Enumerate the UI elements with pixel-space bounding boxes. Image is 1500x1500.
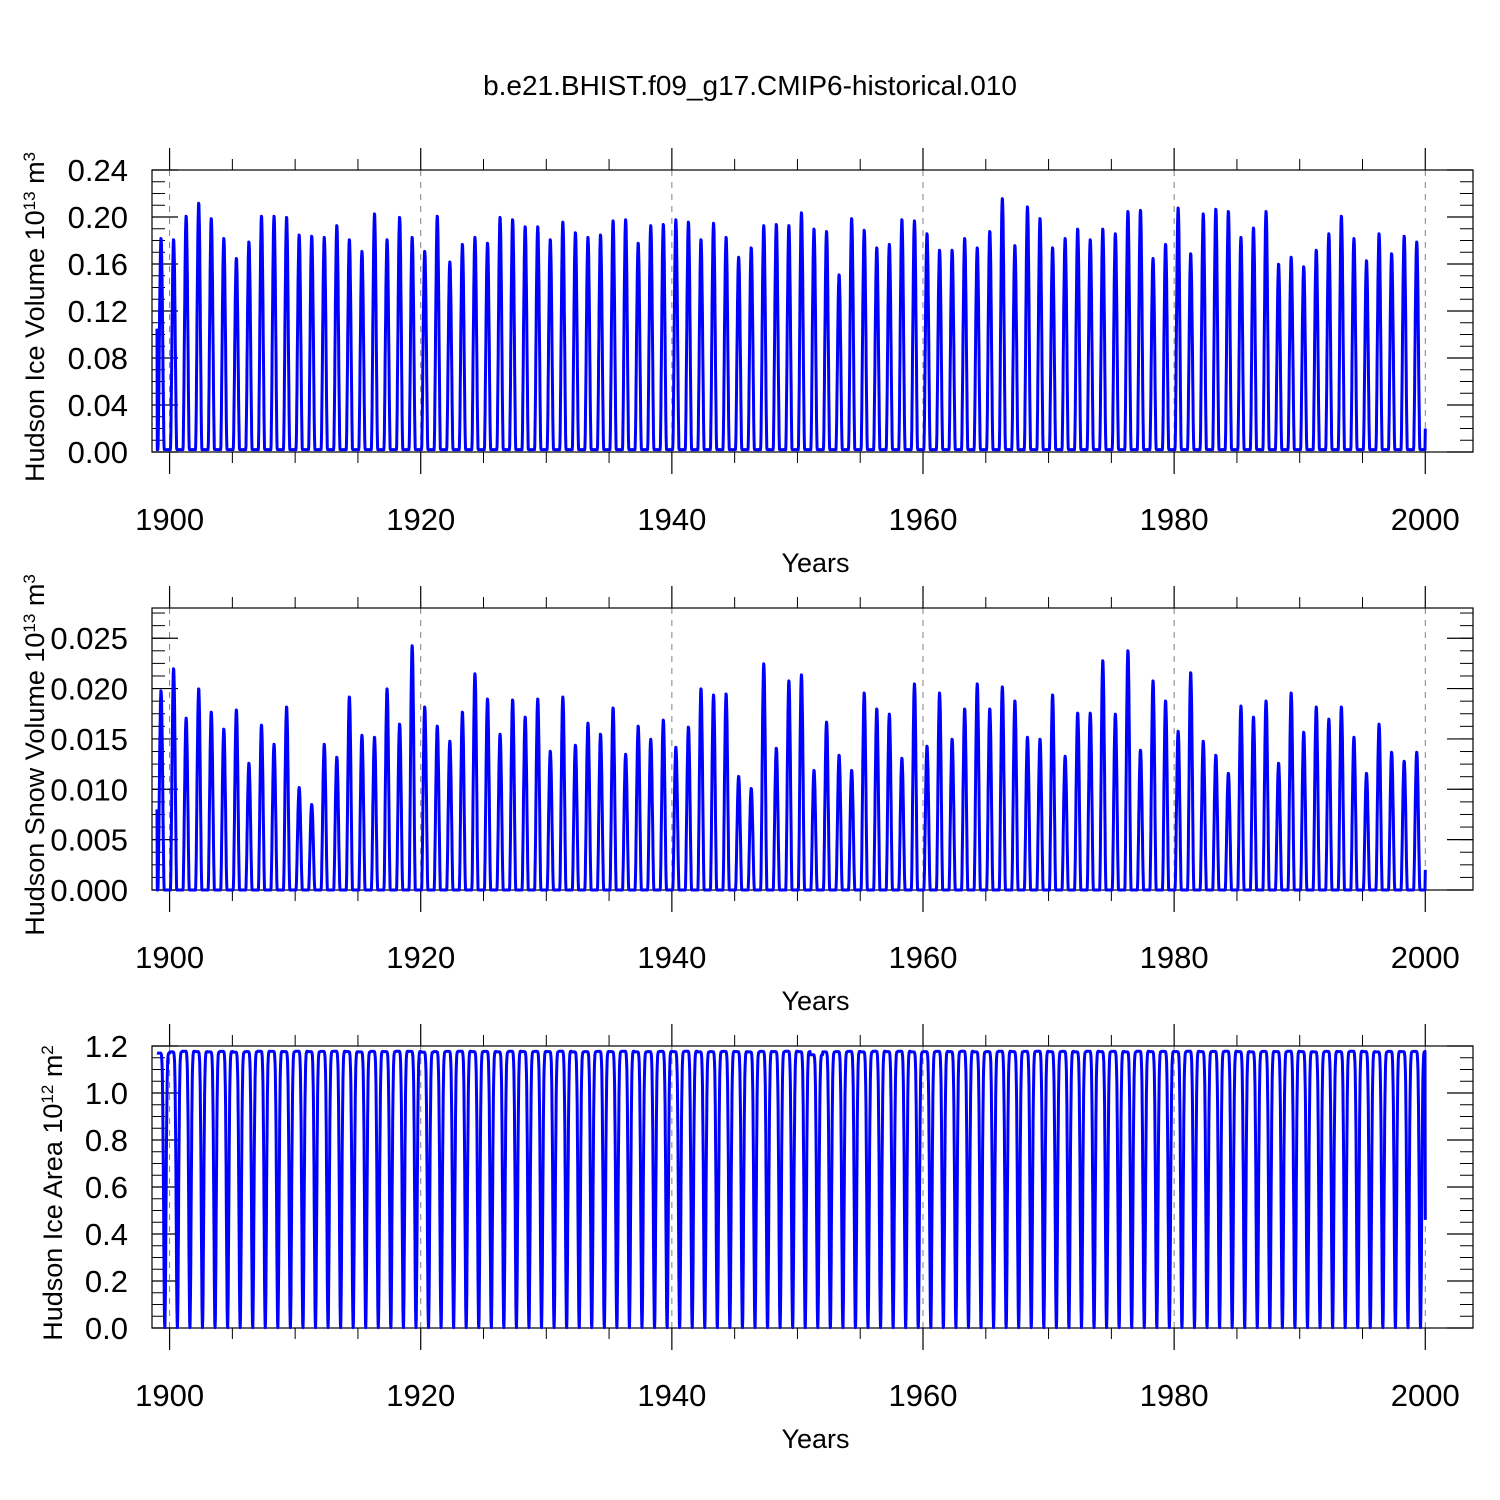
y-tick-label: 0.0 [85,1311,128,1346]
y-tick-label: 0.020 [50,672,128,707]
x-tick-label: 1940 [637,940,706,975]
y-tick-label: 0.20 [68,200,128,235]
x-axis-label: Years [781,548,849,578]
y-tick-label: 1.0 [85,1076,128,1111]
figure-title: b.e21.BHIST.f09_g17.CMIP6-historical.010 [483,70,1017,101]
y-axis-label: Hudson Ice Volume 1013 m3 [20,152,51,482]
x-tick-label: 2000 [1391,1378,1460,1413]
plot-frame [151,607,1474,891]
y-tick-label: 0.16 [68,247,128,282]
y-tick-label: 1.2 [85,1029,128,1064]
x-tick-label: 1980 [1140,502,1209,537]
x-tick-label: 1900 [135,502,204,537]
x-axis-label: Years [781,1424,849,1454]
x-tick-label: 1980 [1140,940,1209,975]
x-tick-label: 1920 [386,1378,455,1413]
series-line-1 [155,644,1427,892]
y-tick-label: 0.04 [68,388,128,423]
y-tick-label: 0.005 [50,823,128,858]
x-tick-label: 1900 [135,940,204,975]
x-tick-label: 1920 [386,940,455,975]
x-tick-label: 1960 [889,502,958,537]
x-tick-label: 1900 [135,1378,204,1413]
y-tick-label: 0.00 [68,435,128,470]
y-tick-label: 0.000 [50,873,128,908]
chart-panel-2: 0.000 0.005 0.010 0.015 0.020 0.025 1900 1920 19… [20,574,1474,1016]
y-tick-label: 0.12 [68,294,128,329]
y-tick-label: 0.2 [85,1264,128,1299]
y-tick-label: 0.8 [85,1123,128,1158]
x-tick-label: 1940 [637,1378,706,1413]
y-tick-label: 0.24 [68,153,128,188]
chart-panel-3: 0.0 0.2 0.4 0.6 0.8 1.0 1.2 1900 1920 1940 1960 198… [38,1024,1474,1454]
x-tick-label: 1960 [889,940,958,975]
y-tick-label: 0.6 [85,1170,128,1205]
x-tick-label: 2000 [1391,502,1460,537]
y-tick-label: 0.025 [50,621,128,656]
series-line-1 [155,1049,1427,1330]
x-tick-label: 1980 [1140,1378,1209,1413]
x-tick-label: 1940 [637,502,706,537]
series-line-1 [155,197,1427,452]
y-axis-label: Hudson Snow Volume 1013 m3 [20,574,51,936]
y-axis-label: Hudson Ice Area 1012 m2 [38,1045,69,1341]
y-tick-label: 0.08 [68,341,128,376]
y-tick-label: 0.010 [50,772,128,807]
x-tick-label: 1960 [889,1378,958,1413]
y-tick-label: 0.015 [50,722,128,757]
x-axis-label: Years [781,986,849,1016]
chart-panel-1: 0.00 0.04 0.08 0.12 0.16 0.20 0.24 1900 1920 1940… [20,148,1474,578]
y-tick-label: 0.4 [85,1217,128,1252]
x-tick-label: 1920 [386,502,455,537]
x-tick-label: 2000 [1391,940,1460,975]
